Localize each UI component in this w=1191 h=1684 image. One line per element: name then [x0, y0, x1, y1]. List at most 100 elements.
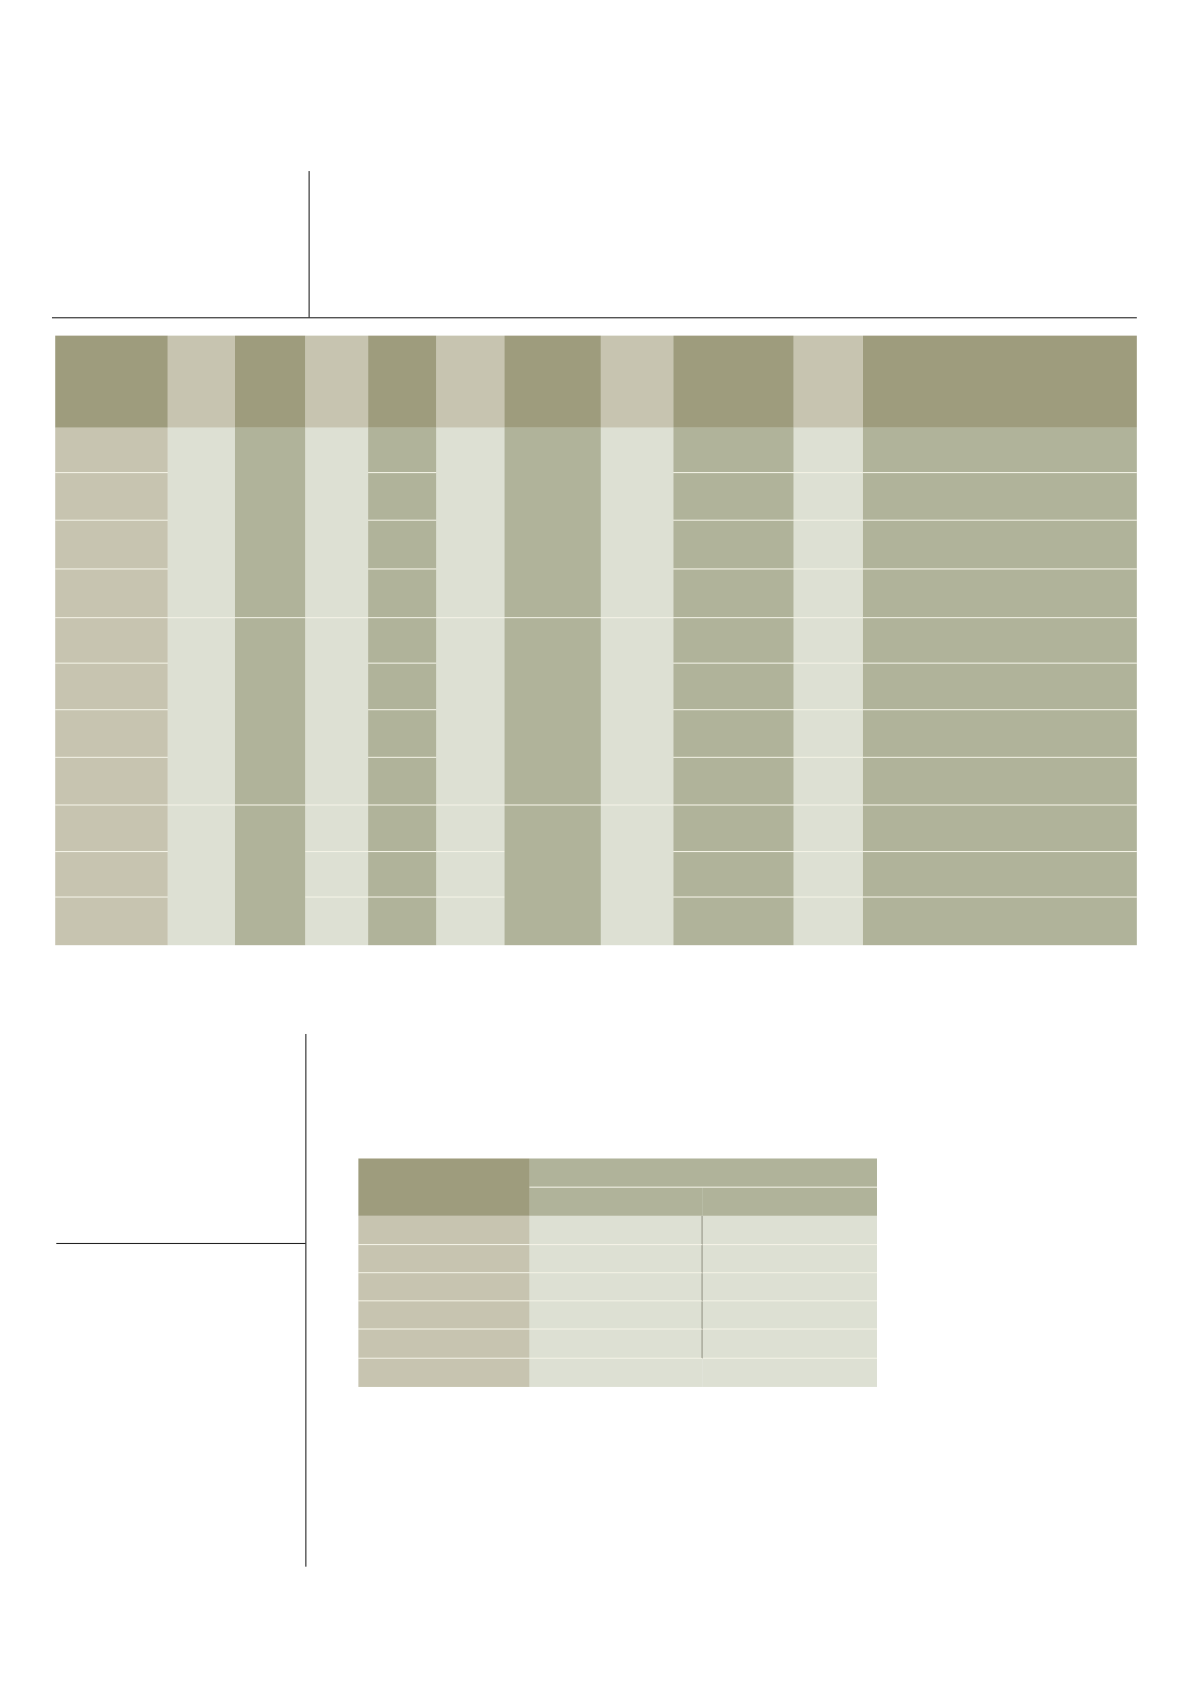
table-cell — [167, 805, 235, 946]
table-cell — [862, 520, 1137, 570]
table-cell — [504, 427, 601, 619]
table-cell — [862, 569, 1137, 619]
table-cell — [234, 427, 306, 619]
table-cell — [702, 1273, 877, 1302]
table-cell — [793, 710, 863, 758]
table-cell — [55, 757, 168, 806]
header-cell — [793, 335, 863, 428]
table-cell — [673, 710, 794, 758]
table-cell — [793, 663, 863, 711]
row-label-cell — [358, 1273, 530, 1302]
table-cell — [529, 1329, 703, 1359]
table-cell — [673, 618, 794, 664]
table-cell — [55, 473, 168, 521]
table-cell — [305, 805, 369, 853]
top-horizontal-rule — [51, 317, 1137, 319]
table-cell — [305, 852, 369, 898]
table-cell — [368, 520, 437, 570]
table-cell — [305, 618, 369, 806]
table-cell — [793, 618, 863, 664]
table-cell — [673, 757, 794, 806]
top-vertical-rule — [308, 171, 310, 318]
table-cell — [436, 897, 505, 946]
header-cell — [862, 335, 1137, 428]
table-cell — [529, 1215, 703, 1246]
header-cell — [167, 335, 235, 428]
table-cell — [862, 663, 1137, 711]
table-cell — [368, 569, 437, 619]
header-cell — [436, 335, 505, 428]
table-cell — [862, 757, 1137, 806]
header-cell — [358, 1158, 530, 1216]
table-cell — [504, 618, 601, 806]
table-cell — [673, 805, 794, 853]
table-cell — [368, 427, 437, 474]
table-cell — [673, 663, 794, 711]
table-cell — [167, 618, 235, 806]
table-cell — [793, 520, 863, 570]
header-group-cell — [529, 1158, 877, 1188]
table-cell — [436, 852, 505, 898]
table-cell — [673, 569, 794, 619]
table-cell — [600, 427, 674, 619]
header-cell — [234, 335, 306, 428]
table-cell — [673, 897, 794, 946]
table-cell — [702, 1329, 877, 1359]
table-cell — [793, 757, 863, 806]
header-cell — [368, 335, 437, 428]
table-cell — [368, 852, 437, 898]
table-cell — [55, 852, 168, 898]
table-cell — [702, 1245, 877, 1274]
table-cell — [305, 897, 369, 946]
table-cell — [862, 473, 1137, 521]
table-cell — [529, 1245, 703, 1274]
table-cell — [504, 805, 601, 946]
table-cell — [55, 427, 168, 474]
row-label-cell — [358, 1358, 530, 1387]
subheader-cell — [702, 1187, 877, 1216]
table-cell — [529, 1273, 703, 1302]
table-cell — [234, 805, 306, 946]
table-cell — [368, 473, 437, 521]
table-cell — [305, 427, 369, 619]
table-cell — [436, 618, 505, 806]
table-cell — [368, 757, 437, 806]
table-cell — [793, 805, 863, 853]
table-cell — [368, 805, 437, 853]
row-label-cell — [358, 1301, 530, 1330]
table-cell — [793, 897, 863, 946]
table-cell — [55, 897, 168, 946]
table-cell — [529, 1358, 703, 1387]
header-cell — [600, 335, 674, 428]
lower-horizontal-rule — [56, 1242, 306, 1245]
table-cell — [436, 805, 505, 853]
table-cell — [55, 663, 168, 711]
table-cell — [529, 1301, 703, 1330]
row-label-cell — [358, 1215, 530, 1246]
table-cell — [436, 427, 505, 619]
table-cell — [793, 473, 863, 521]
table-cell — [862, 852, 1137, 898]
table-cell — [368, 710, 437, 758]
table-cell — [55, 520, 168, 570]
row-label-cell — [358, 1329, 530, 1359]
row-label-cell — [358, 1245, 530, 1274]
table-cell — [702, 1215, 877, 1246]
table-cell — [55, 618, 168, 664]
table-cell — [862, 618, 1137, 664]
table-cell — [702, 1358, 877, 1387]
table-cell — [55, 569, 168, 619]
header-cell — [673, 335, 794, 428]
header-cell — [55, 335, 168, 428]
table-cell — [793, 569, 863, 619]
table-cell — [793, 852, 863, 898]
table-cell — [368, 618, 437, 664]
table-cell — [862, 427, 1137, 474]
table-cell — [702, 1301, 877, 1330]
table-cell — [793, 427, 863, 474]
table-cell — [55, 710, 168, 758]
table-cell — [862, 710, 1137, 758]
lower-vertical-rule — [305, 1033, 307, 1567]
table-cell — [368, 663, 437, 711]
